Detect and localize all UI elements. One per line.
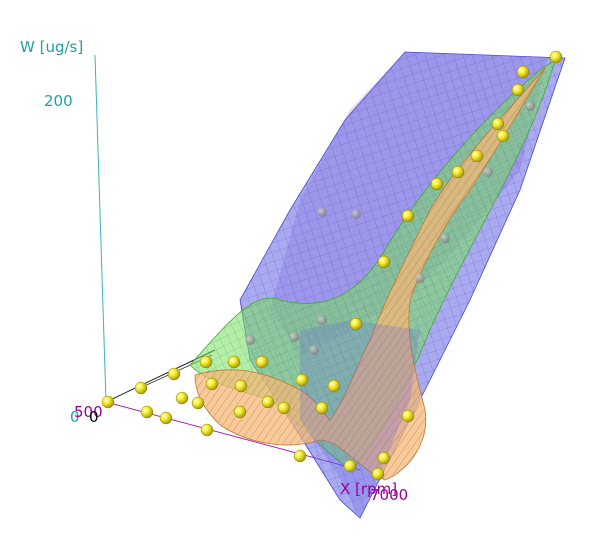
y-tick-0: 0 <box>89 408 99 426</box>
data-point-hidden <box>317 207 327 217</box>
data-point <box>167 367 181 381</box>
data-point <box>255 355 269 369</box>
data-point-hidden <box>415 273 425 283</box>
data-point <box>159 411 173 425</box>
x-tick-7000: 7000 <box>370 486 408 504</box>
data-point <box>496 129 510 143</box>
data-points <box>101 50 563 481</box>
x-axis-label: X [rpm] <box>340 480 397 498</box>
blue-plane-front-overlay <box>300 320 420 518</box>
data-point <box>516 65 530 79</box>
data-point <box>470 149 484 163</box>
z-tick-0: 0 <box>70 408 80 426</box>
z-axis-line <box>94 54 107 403</box>
data-point <box>233 405 247 419</box>
data-point <box>377 451 391 465</box>
data-point-hidden <box>440 233 450 243</box>
data-point <box>200 423 214 437</box>
data-point <box>199 355 213 369</box>
data-point-hidden <box>309 345 319 355</box>
data-point <box>377 255 391 269</box>
data-point <box>227 355 241 369</box>
data-point <box>549 50 563 64</box>
data-point <box>327 379 341 393</box>
data-point-hidden <box>483 167 493 177</box>
data-point <box>343 459 357 473</box>
data-point <box>101 395 115 409</box>
data-point <box>451 165 465 179</box>
data-point <box>349 317 363 331</box>
data-point-hidden <box>245 335 255 345</box>
data-point <box>295 373 309 387</box>
data-point <box>430 177 444 191</box>
data-point-hidden <box>289 332 299 342</box>
data-point-hidden <box>525 101 535 111</box>
data-point <box>371 467 385 481</box>
data-point <box>277 401 291 415</box>
data-point <box>191 396 205 410</box>
data-point-hidden <box>351 209 361 219</box>
data-point <box>315 401 329 415</box>
z-tick-200: 200 <box>44 92 73 110</box>
data-point <box>401 409 415 423</box>
data-point <box>491 117 505 131</box>
data-point <box>293 449 307 463</box>
data-point <box>205 377 219 391</box>
data-point <box>511 83 525 97</box>
data-point <box>140 405 154 419</box>
data-point <box>234 379 248 393</box>
data-point <box>401 209 415 223</box>
data-point <box>261 395 275 409</box>
data-point <box>134 381 148 395</box>
data-point-hidden <box>317 315 327 325</box>
x-tick-500: 500 <box>74 403 103 421</box>
z-axis-label: W [ug/s] <box>20 38 83 56</box>
data-point <box>175 391 189 405</box>
